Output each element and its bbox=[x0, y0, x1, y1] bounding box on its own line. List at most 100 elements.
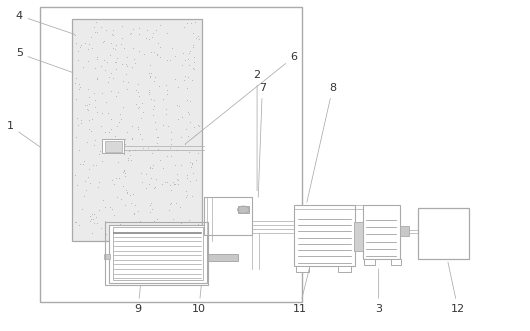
Point bbox=[113, 55, 121, 61]
Point bbox=[131, 148, 139, 153]
Point bbox=[134, 90, 142, 95]
Point bbox=[130, 211, 138, 216]
Point bbox=[162, 58, 171, 63]
Point bbox=[113, 194, 122, 200]
Point bbox=[146, 210, 154, 215]
Point bbox=[151, 226, 159, 231]
Point bbox=[91, 105, 99, 110]
Point bbox=[72, 115, 81, 120]
Point bbox=[128, 64, 136, 69]
Point bbox=[112, 60, 120, 65]
Point bbox=[182, 188, 190, 194]
Point bbox=[127, 200, 136, 205]
Point bbox=[96, 63, 105, 69]
Point bbox=[85, 102, 93, 107]
Point bbox=[121, 170, 129, 175]
Point bbox=[110, 213, 119, 218]
Point bbox=[162, 107, 170, 112]
Point bbox=[158, 229, 166, 234]
Point bbox=[171, 76, 179, 82]
Point bbox=[117, 62, 126, 67]
Text: 4: 4 bbox=[15, 11, 75, 34]
Point bbox=[95, 179, 103, 184]
Point bbox=[101, 129, 109, 134]
Point bbox=[188, 77, 197, 82]
Text: 7: 7 bbox=[258, 83, 266, 197]
Point bbox=[72, 75, 81, 80]
Point bbox=[87, 216, 95, 221]
Point bbox=[77, 118, 85, 123]
Point bbox=[190, 54, 199, 60]
Point bbox=[159, 122, 167, 127]
Point bbox=[120, 226, 129, 231]
Point bbox=[154, 236, 162, 242]
Point bbox=[134, 209, 143, 214]
Point bbox=[83, 103, 91, 108]
Point bbox=[101, 27, 110, 32]
Point bbox=[186, 179, 194, 184]
Point bbox=[190, 67, 199, 72]
Point bbox=[91, 98, 99, 103]
Point bbox=[187, 165, 195, 170]
Point bbox=[150, 49, 158, 55]
Point bbox=[101, 67, 110, 72]
Point bbox=[71, 219, 80, 224]
Point bbox=[144, 146, 152, 151]
Point bbox=[87, 211, 96, 216]
Bar bbox=[391, 259, 401, 265]
Point bbox=[109, 32, 118, 37]
Point bbox=[101, 218, 110, 223]
Point bbox=[123, 64, 131, 69]
Point bbox=[181, 57, 189, 63]
Point bbox=[92, 20, 100, 25]
Point bbox=[146, 74, 154, 80]
Point bbox=[189, 66, 197, 71]
Bar bbox=[365, 259, 375, 265]
Point bbox=[183, 110, 192, 115]
Text: 2: 2 bbox=[253, 70, 261, 191]
Point bbox=[134, 124, 142, 129]
Point bbox=[119, 183, 127, 188]
Point bbox=[85, 166, 93, 172]
Point bbox=[121, 72, 130, 77]
Point bbox=[123, 79, 132, 84]
Point bbox=[126, 153, 134, 158]
Point bbox=[147, 50, 155, 55]
Point bbox=[172, 200, 180, 205]
Point bbox=[144, 71, 153, 76]
Point bbox=[135, 225, 144, 230]
Point bbox=[98, 158, 107, 164]
Point bbox=[136, 218, 144, 223]
Point bbox=[177, 220, 186, 225]
Point bbox=[86, 218, 94, 224]
Point bbox=[98, 91, 107, 96]
Point bbox=[145, 87, 153, 92]
Point bbox=[154, 134, 162, 139]
Point bbox=[184, 62, 193, 67]
Point bbox=[138, 146, 147, 151]
Point bbox=[113, 139, 122, 145]
Point bbox=[96, 123, 105, 128]
Point bbox=[82, 187, 90, 192]
Point bbox=[81, 103, 90, 108]
Point bbox=[165, 201, 174, 206]
Bar bbox=[105, 222, 208, 285]
Point bbox=[75, 161, 84, 166]
Point bbox=[109, 46, 118, 51]
Point bbox=[74, 58, 82, 63]
Point bbox=[86, 129, 95, 134]
Point bbox=[175, 205, 184, 210]
Point bbox=[173, 181, 182, 187]
Point bbox=[183, 172, 191, 178]
Point bbox=[110, 138, 119, 144]
Point bbox=[117, 197, 126, 202]
Point bbox=[149, 31, 157, 36]
Point bbox=[84, 118, 93, 123]
Point bbox=[189, 170, 198, 175]
Point bbox=[130, 57, 139, 62]
Point bbox=[120, 152, 129, 157]
Point bbox=[169, 216, 177, 222]
Point bbox=[167, 200, 175, 206]
Point bbox=[181, 142, 189, 147]
Point bbox=[146, 62, 155, 68]
